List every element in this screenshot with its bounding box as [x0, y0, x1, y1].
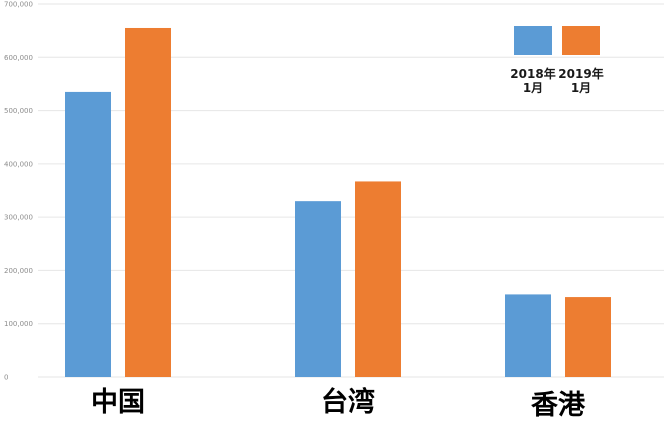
legend-swatch [562, 26, 600, 55]
x-axis-category-labels: 中国 台湾 香港 [91, 386, 586, 421]
bar-series-1-1 [65, 91, 111, 378]
bar-series-2-2 [355, 181, 401, 377]
y-tick-label: 700,000 [4, 1, 33, 9]
legend-label: 2019年 [558, 66, 603, 81]
legend-label: 1月 [523, 81, 543, 95]
bar-series-1-2 [295, 201, 341, 377]
x-category-label: 中国 [91, 387, 145, 418]
legend-label: 1月 [571, 81, 591, 95]
y-axis-tick-labels: 0 100,000 200,000 300,000 400,000 500,000 600,… [4, 1, 33, 382]
bar-series-2-3 [565, 297, 611, 377]
y-tick-label: 400,000 [4, 160, 33, 168]
y-tick-label: 600,000 [4, 54, 33, 62]
bar-series-1-3 [505, 294, 551, 377]
bars [65, 27, 611, 378]
y-tick-label: 500,000 [4, 107, 33, 115]
x-category-label: 香港 [531, 390, 586, 419]
legend-label: 2018年 [510, 66, 555, 81]
y-tick-label: 0 [4, 374, 8, 382]
y-tick-label: 200,000 [4, 267, 33, 275]
y-tick-label: 300,000 [4, 214, 33, 222]
x-category-label: 台湾 [321, 386, 375, 418]
legend-swatch [514, 26, 552, 55]
bar-series-2-1 [125, 27, 171, 377]
y-tick-label: 100,000 [4, 320, 33, 328]
